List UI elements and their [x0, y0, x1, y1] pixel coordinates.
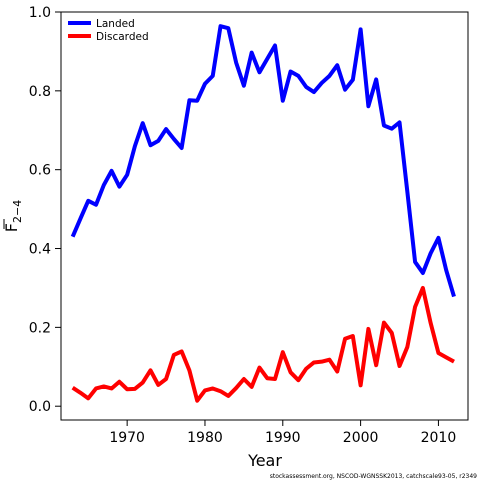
legend-label-discarded: Discarded [96, 31, 149, 43]
y-tick-label: 0.4 [29, 242, 51, 258]
footer-note: stockassessment.org, NSCOD-WGNSSK2013, c… [270, 473, 477, 480]
series-line-discarded [71, 285, 455, 403]
svg-text:F2−4: F2−4 [2, 200, 24, 232]
y-tick-label: 0.0 [29, 399, 51, 415]
x-tick-label: 1980 [187, 430, 223, 446]
x-tick-label: 1970 [109, 430, 145, 446]
plot-area-frame [60, 11, 469, 421]
legend: Landed Discarded [68, 18, 149, 43]
y-axis-title: F2−4 [2, 200, 24, 232]
y-axis-title-subscript: 2−4 [11, 200, 24, 223]
y-axis: 0.0 0.2 0.4 0.6 0.8 1.0 [29, 5, 61, 415]
series-lines [70, 24, 456, 403]
y-tick-label: 0.6 [29, 163, 51, 179]
x-tick-label: 2010 [421, 430, 457, 446]
x-tick-label: 2000 [343, 430, 379, 446]
y-axis-title-main: F [2, 223, 21, 232]
x-tick-label: 1990 [265, 430, 301, 446]
x-axis: 1970 1980 1990 2000 2010 [109, 420, 456, 446]
y-tick-label: 1.0 [29, 5, 51, 21]
series-line-landed [70, 24, 456, 298]
y-tick-label: 0.2 [29, 320, 51, 336]
x-axis-title: Year [247, 451, 282, 470]
y-tick-label: 0.8 [29, 84, 51, 100]
legend-label-landed: Landed [96, 18, 135, 30]
